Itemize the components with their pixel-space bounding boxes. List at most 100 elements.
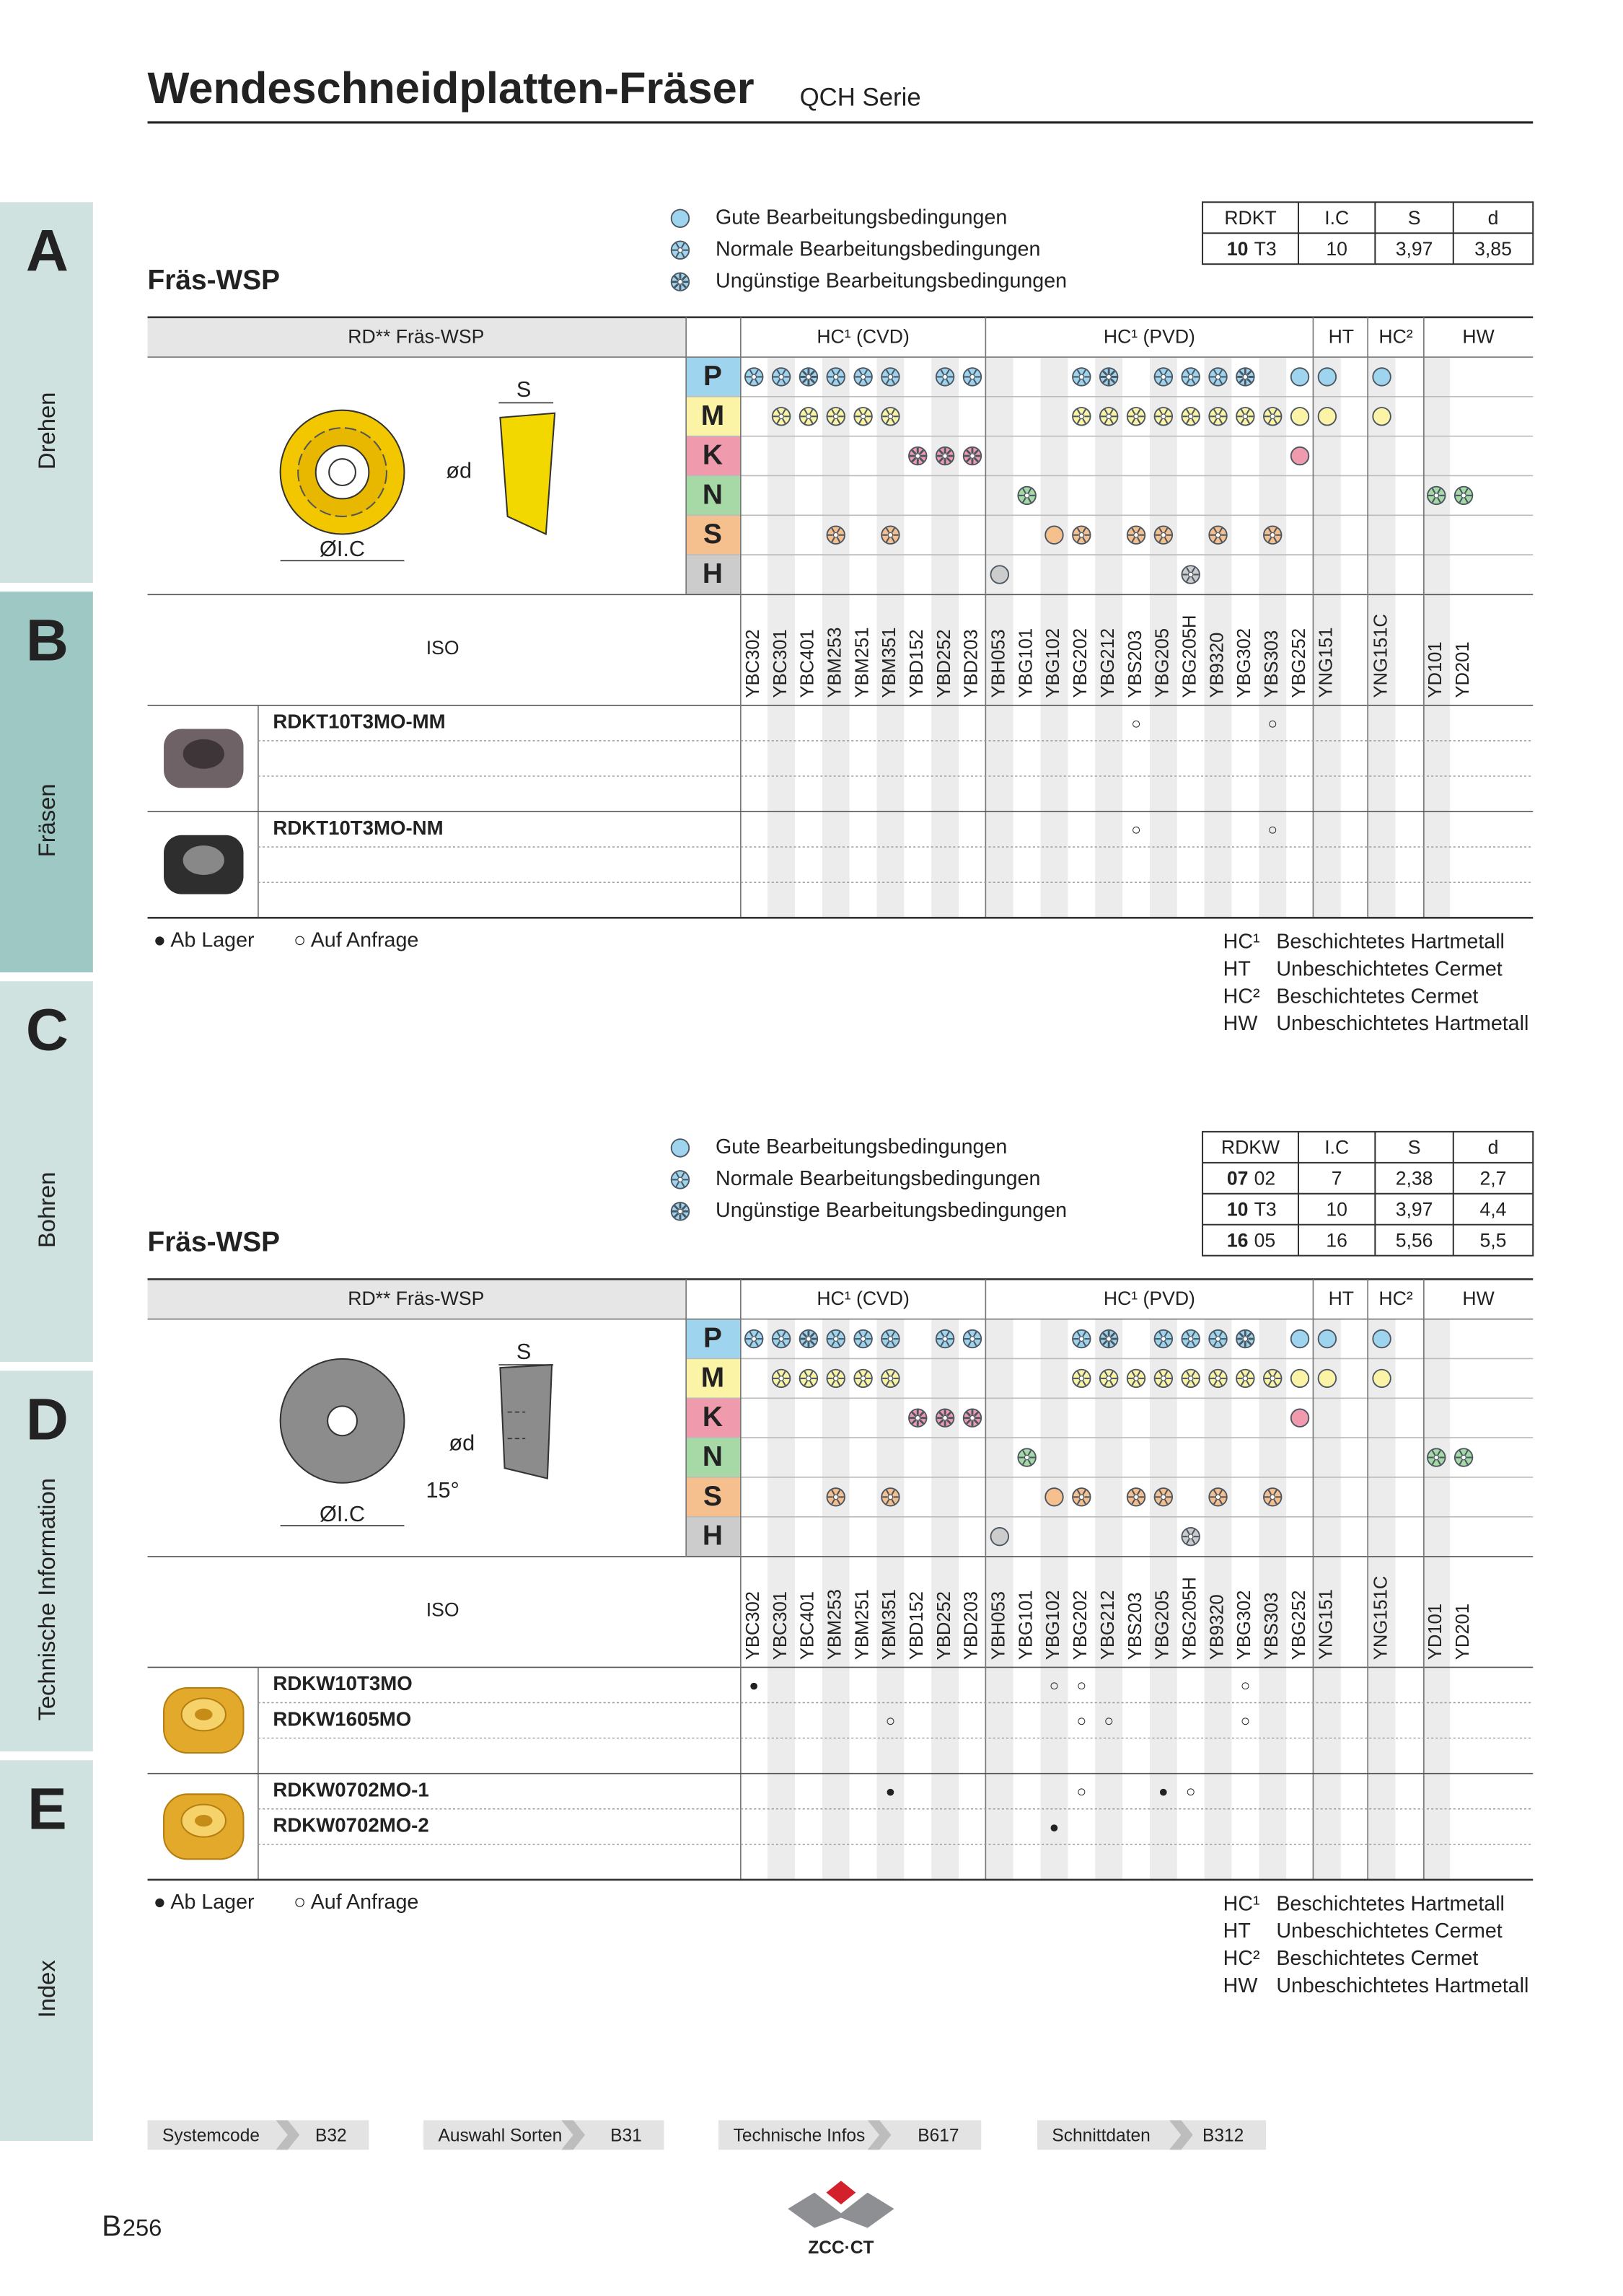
grade-label: YBG101 (1016, 1591, 1036, 1661)
product-name: RDKT10T3MO-MM (273, 711, 445, 733)
footer-link[interactable] (423, 2120, 664, 2150)
icon-center (1215, 532, 1221, 538)
icon-petal (1104, 1380, 1108, 1386)
icon-petal (1102, 370, 1108, 376)
icon-petal (831, 1371, 835, 1376)
grade-label: YNG151C (1371, 614, 1391, 698)
icon-petal (1137, 1380, 1141, 1386)
insert-drawing-hole (328, 458, 356, 487)
icon-petal (1437, 1450, 1441, 1456)
grade-label: YNG151C (1371, 1576, 1391, 1660)
icon-petal (885, 1490, 890, 1495)
icon-petal (885, 1380, 890, 1386)
icon-petal (1164, 1380, 1169, 1386)
product-name: RDKW10T3MO (273, 1672, 412, 1694)
material-letter: M (701, 400, 724, 431)
icon-petal (1191, 409, 1196, 415)
grade-label: YBC401 (798, 1591, 818, 1660)
icon-petal (1022, 1459, 1026, 1465)
icon-petal (755, 1331, 759, 1337)
icon-petal (1158, 369, 1163, 375)
icon-petal (776, 409, 780, 415)
availability-mark: ○ (1267, 714, 1277, 732)
footer-link[interactable] (147, 2120, 369, 2150)
icon-center (677, 247, 683, 253)
product-name: RDKW1605MO (273, 1707, 411, 1730)
icon-petal (1104, 418, 1108, 424)
icon-petal (681, 1205, 687, 1210)
grade-label: YBD203 (962, 1591, 982, 1660)
icon-center (1078, 532, 1085, 538)
icon-center (1024, 1454, 1030, 1461)
icon-petal (749, 1341, 754, 1347)
dims-code: 10 (1227, 238, 1249, 260)
icon-petal (1158, 1380, 1163, 1386)
icon-petal (911, 1411, 917, 1417)
availability-mark: ● (1050, 1818, 1060, 1836)
icon-petal (863, 1371, 868, 1376)
icon-petal (1459, 1450, 1463, 1456)
icon-petal (1082, 1341, 1086, 1347)
material-letter: S (703, 519, 722, 550)
grade-label: YBC401 (798, 629, 818, 698)
icon-petal (1459, 488, 1463, 493)
icon-petal (1191, 418, 1196, 424)
stock-legend: ○ Auf Anfrage (294, 929, 418, 952)
icon-center (1461, 493, 1466, 498)
icon-center (969, 374, 975, 380)
icon-petal (891, 418, 895, 424)
grade-label: YNG151 (1316, 1589, 1337, 1660)
icon-petal (1186, 369, 1190, 375)
dims-cell: 3,97 (1396, 238, 1433, 260)
icon-center (860, 374, 866, 380)
icon-petal (938, 1419, 944, 1425)
grade-label: YBG205H (1179, 615, 1200, 698)
dims-cell: 7 (1332, 1167, 1342, 1189)
icon-petal (1027, 497, 1032, 503)
icon-center (677, 278, 683, 285)
side-tab (0, 202, 93, 583)
icon-petal (1186, 1341, 1190, 1347)
icon-petal (891, 1490, 895, 1495)
footer-link[interactable] (1037, 2120, 1266, 2150)
grade-label: YBM351 (879, 628, 900, 698)
icon-petal (1109, 1371, 1114, 1376)
grade-label: YBG101 (1016, 628, 1036, 698)
icon-petal (1109, 1380, 1114, 1386)
dims-cell: 2,38 (1396, 1167, 1433, 1189)
icon-petal (973, 457, 979, 463)
section-title: Fräs-WSP (148, 265, 281, 296)
side-tab (0, 1371, 93, 1751)
grade-label: YD101 (1425, 1604, 1446, 1660)
material-letter: P (703, 1323, 722, 1354)
icon-petal (891, 1331, 895, 1337)
icon-petal (967, 369, 972, 375)
condition-icon (1290, 407, 1310, 426)
group-header: HC² (1378, 1288, 1412, 1309)
icon-petal (1431, 1459, 1436, 1465)
grade-label: YBC302 (743, 1591, 763, 1660)
material-letter: N (703, 479, 723, 510)
icon-petal (836, 1341, 841, 1347)
icon-petal (782, 1331, 786, 1337)
icon-petal (1273, 1380, 1277, 1386)
icon-petal (1267, 409, 1272, 415)
footer-link[interactable] (718, 2120, 982, 2150)
icon-petal (1191, 1539, 1196, 1544)
grade-label: YBS203 (1125, 630, 1145, 698)
page-title: Wendeschneidplatten-Fräser (148, 63, 755, 113)
icon-center (1461, 1454, 1466, 1461)
icon-petal (891, 1380, 895, 1386)
icon-petal (885, 1331, 890, 1337)
dims-header: S (1408, 1136, 1421, 1158)
dims-code-suffix: T3 (1254, 1198, 1277, 1220)
icon-petal (1191, 1341, 1196, 1347)
icon-petal (1110, 378, 1116, 384)
icon-petal (831, 1499, 835, 1505)
grade-label: YB9320 (1207, 1594, 1227, 1660)
icon-petal (946, 1341, 950, 1347)
icon-petal (911, 457, 917, 463)
condition-icon (1044, 1487, 1064, 1507)
icon-petal (836, 1499, 841, 1505)
tab-label: Fräsen (33, 783, 60, 857)
